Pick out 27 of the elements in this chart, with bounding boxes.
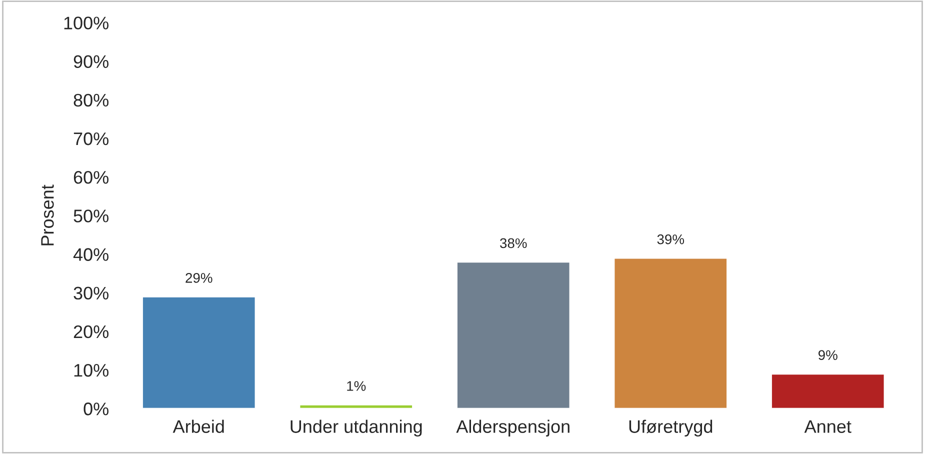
x-tick-label: Alderspensjon bbox=[456, 420, 570, 437]
x-tick-label: Arbeid bbox=[172, 420, 224, 433]
data-label: 29% bbox=[186, 273, 212, 283]
y-axis-title: Prosent bbox=[41, 184, 54, 246]
bar bbox=[613, 257, 728, 409]
bar bbox=[142, 296, 256, 409]
y-tick-label: 90% bbox=[74, 55, 108, 68]
data-label: 9% bbox=[818, 350, 838, 360]
y-tick-label: 50% bbox=[74, 210, 108, 222]
y-tick-label: 100% bbox=[64, 16, 108, 30]
x-tick-label: Annet bbox=[804, 420, 852, 433]
bar bbox=[770, 373, 886, 409]
y-tick-label: 30% bbox=[74, 286, 108, 300]
y-tick-label: 80% bbox=[74, 94, 108, 107]
x-tick-label: Under utdanning bbox=[290, 420, 422, 437]
x-tick-label: Uføretrygd bbox=[629, 420, 712, 437]
bar bbox=[298, 404, 414, 409]
y-tick-label: 0% bbox=[84, 402, 108, 416]
bar bbox=[456, 261, 571, 409]
y-tick-label: 70% bbox=[74, 132, 108, 146]
y-tick-label: 60% bbox=[74, 170, 108, 184]
data-label: 1% bbox=[347, 381, 366, 391]
data-label: 39% bbox=[657, 234, 684, 244]
data-label: 38% bbox=[500, 238, 527, 248]
y-tick-label: 40% bbox=[73, 248, 108, 261]
y-tick-label: 20% bbox=[74, 325, 108, 338]
y-tick-label: 10% bbox=[74, 364, 108, 377]
